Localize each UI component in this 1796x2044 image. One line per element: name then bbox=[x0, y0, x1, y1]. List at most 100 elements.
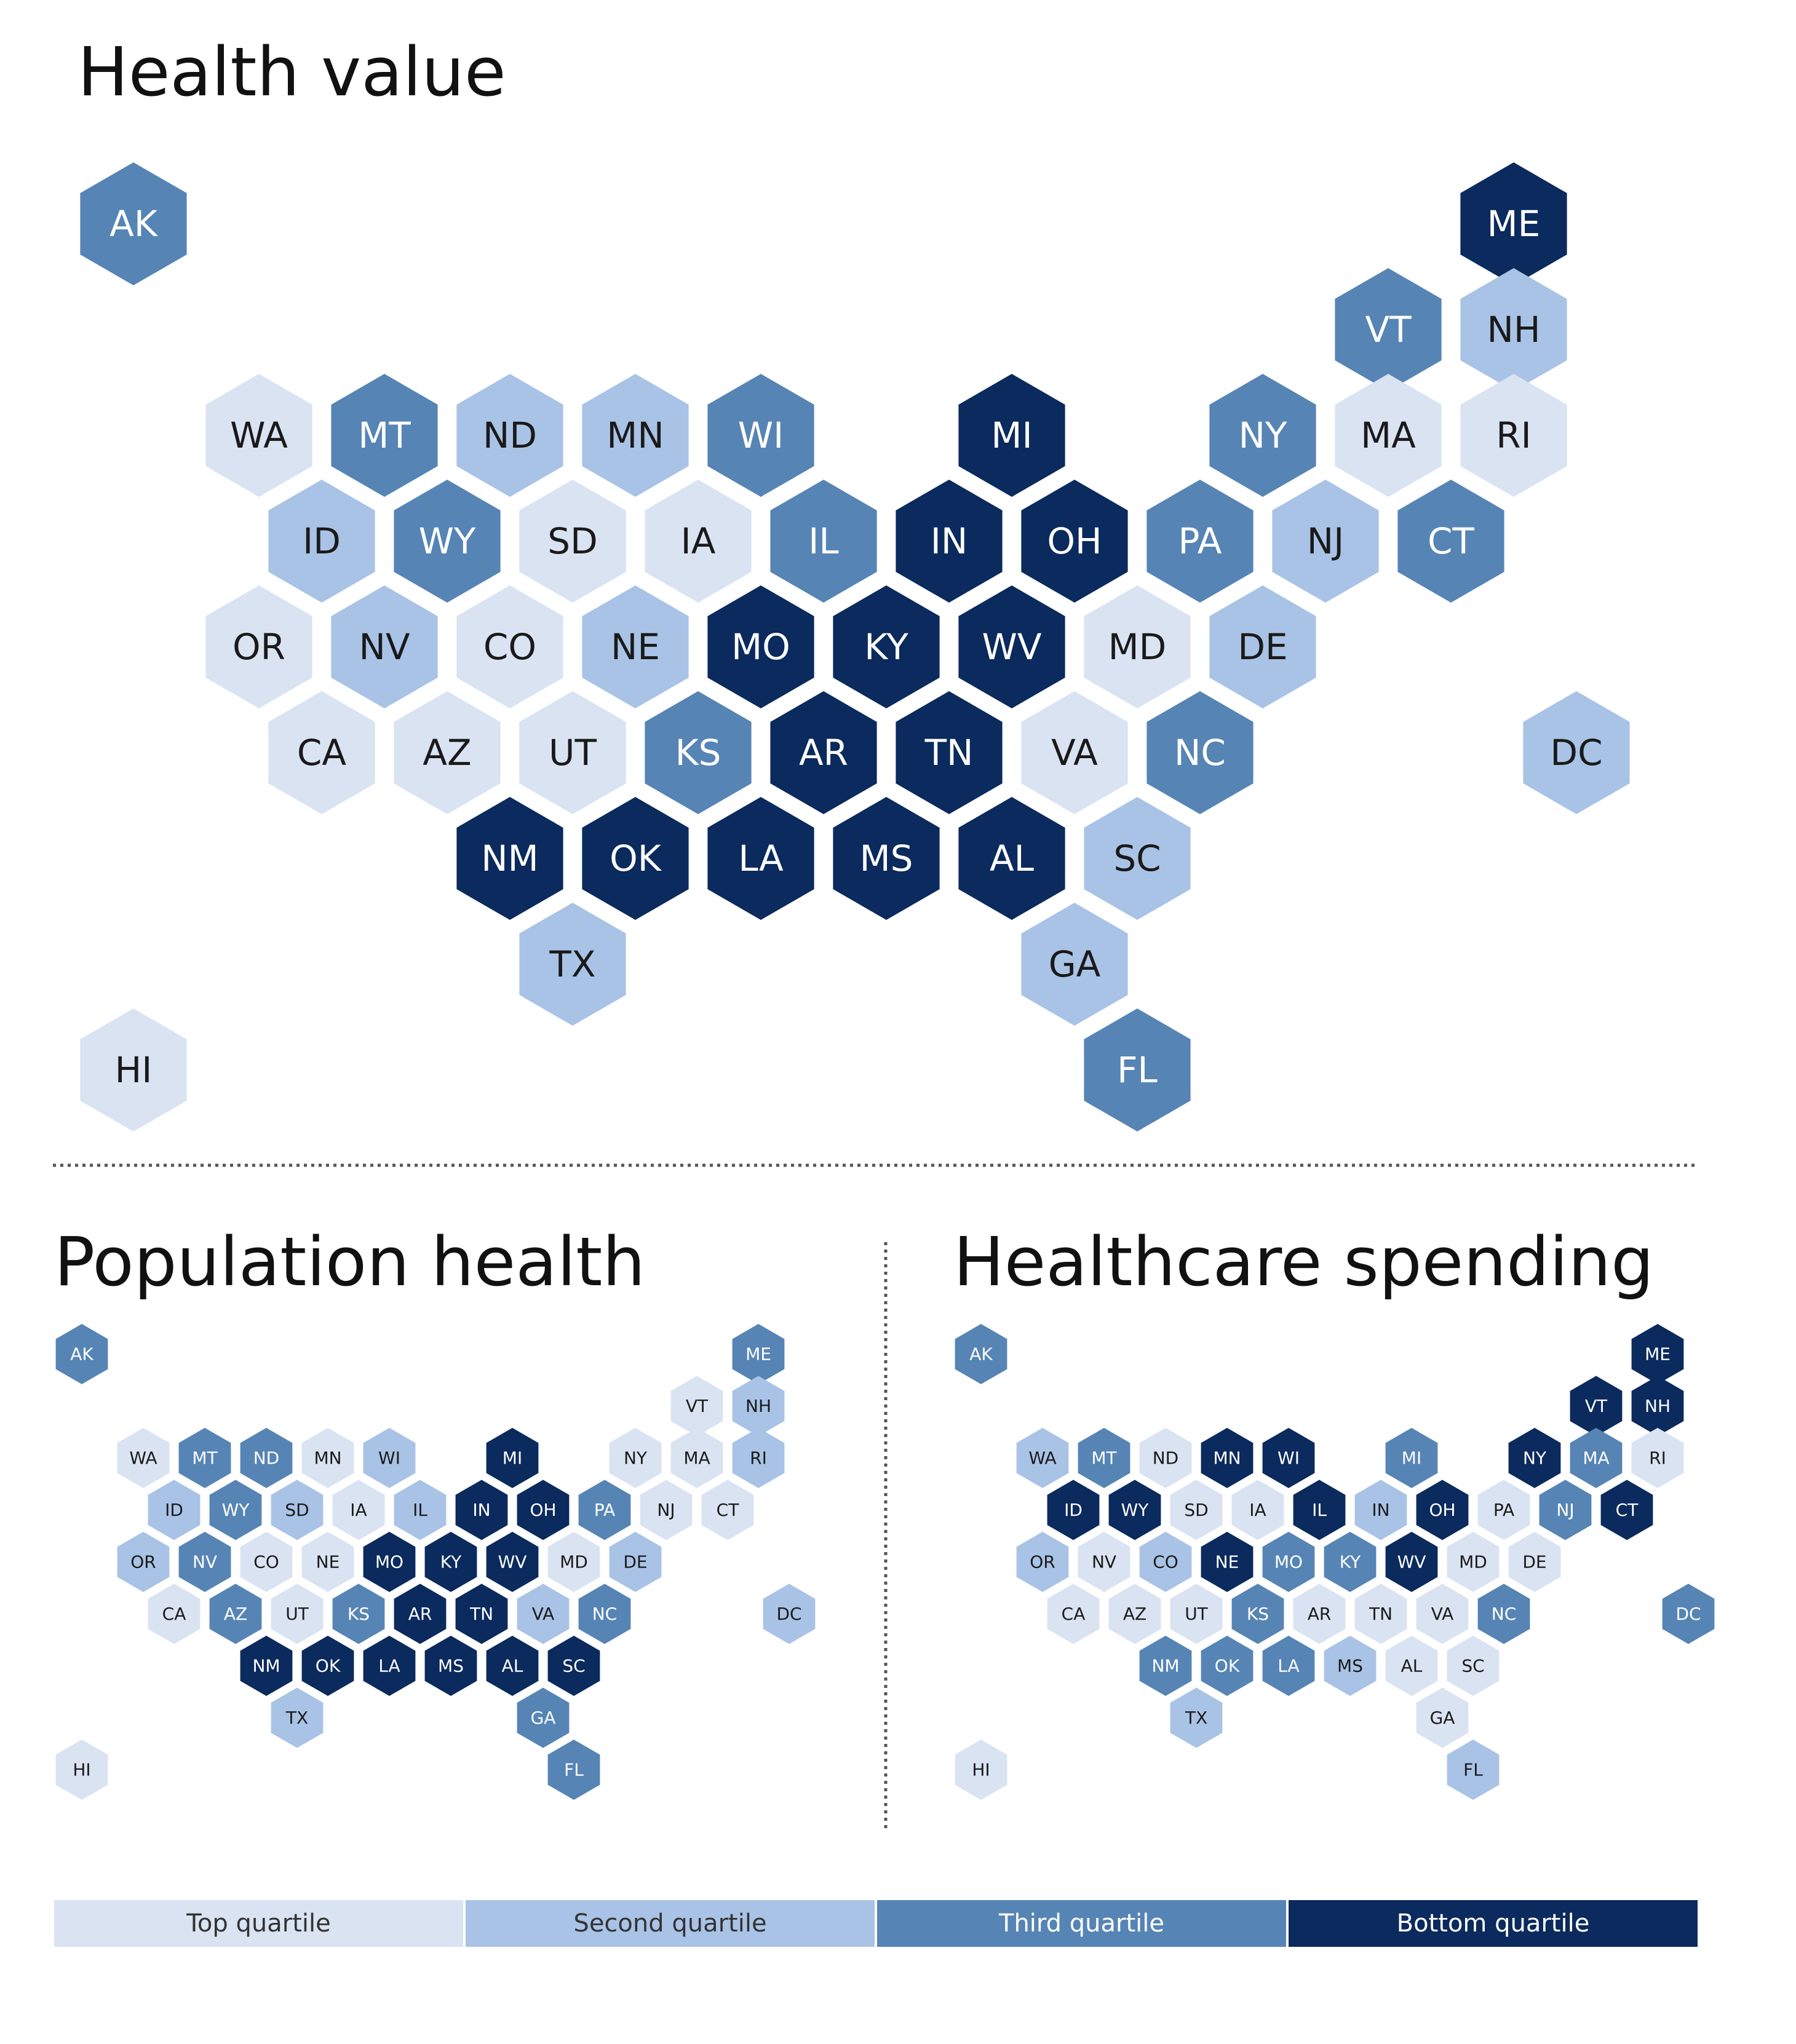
state-hex-shape bbox=[1139, 1636, 1192, 1696]
state-label: FL bbox=[564, 1760, 584, 1780]
state-label: MA bbox=[1361, 414, 1416, 456]
state-label: MS bbox=[438, 1656, 464, 1676]
state-hex-shape bbox=[1293, 1480, 1346, 1540]
state-label: IA bbox=[1249, 1500, 1266, 1520]
state-hex-ma: MA bbox=[670, 1428, 723, 1488]
state-hex-az: AZ bbox=[209, 1583, 262, 1644]
state-label: ND bbox=[483, 414, 537, 456]
state-label: AR bbox=[1308, 1604, 1332, 1624]
state-label: CA bbox=[1062, 1604, 1086, 1624]
state-label: MI bbox=[1402, 1448, 1421, 1468]
state-hex-nh: NH bbox=[732, 1376, 785, 1436]
state-hex-shape bbox=[1262, 1636, 1315, 1696]
state-hex-id: ID bbox=[148, 1480, 201, 1540]
state-hex-shape bbox=[701, 1480, 754, 1540]
state-hex-ok: OK bbox=[582, 797, 689, 920]
state-hex-shape bbox=[582, 585, 689, 708]
state-hex-wy: WY bbox=[1108, 1480, 1161, 1540]
state-label: MS bbox=[1337, 1656, 1363, 1676]
state-hex-sc: SC bbox=[1084, 797, 1191, 920]
state-hex-al: AL bbox=[1385, 1636, 1438, 1696]
state-hex-nc: NC bbox=[1146, 691, 1254, 814]
state-label: LA bbox=[738, 838, 784, 879]
state-hex-shape bbox=[1108, 1583, 1161, 1644]
state-hex-shape bbox=[1416, 1687, 1469, 1748]
state-label: DC bbox=[1675, 1604, 1701, 1624]
state-hex-shape bbox=[1084, 1008, 1191, 1131]
state-hex-shape bbox=[424, 1532, 477, 1592]
state-hex-md: MD bbox=[1084, 585, 1191, 708]
state-hex-nv: NV bbox=[1078, 1532, 1130, 1592]
state-label: WV bbox=[498, 1552, 527, 1572]
state-hex-nd: ND bbox=[1139, 1428, 1192, 1488]
state-hex-hi: HI bbox=[955, 1740, 1007, 1800]
state-hex-ri: RI bbox=[1631, 1428, 1684, 1488]
state-label: LA bbox=[378, 1656, 400, 1676]
state-hex-ks: KS bbox=[645, 691, 752, 814]
state-hex-or: OR bbox=[1016, 1532, 1069, 1592]
state-hex-oh: OH bbox=[1416, 1480, 1469, 1540]
state-hex-shape bbox=[271, 1687, 324, 1748]
state-label: NH bbox=[745, 1396, 771, 1416]
state-hex-pa: PA bbox=[1477, 1480, 1530, 1540]
state-label: ME bbox=[1487, 203, 1541, 245]
state-hex-shape bbox=[456, 374, 563, 497]
state-hex-shape bbox=[1354, 1480, 1407, 1540]
state-hex-nh: NH bbox=[1631, 1376, 1684, 1436]
state-hex-shape bbox=[117, 1428, 170, 1488]
state-hex-tx: TX bbox=[1170, 1687, 1223, 1748]
state-label: TN bbox=[924, 732, 974, 774]
state-label: AZ bbox=[224, 1604, 247, 1624]
state-hex-wa: WA bbox=[1016, 1428, 1069, 1488]
state-hex-sc: SC bbox=[1447, 1636, 1500, 1696]
state-hex-shape bbox=[1146, 480, 1254, 603]
state-label: OK bbox=[316, 1656, 341, 1676]
state-hex-shape bbox=[209, 1583, 262, 1644]
state-hex-in: IN bbox=[455, 1480, 508, 1540]
state-hex-ct: CT bbox=[1397, 480, 1504, 603]
state-hex-shape bbox=[519, 903, 626, 1026]
state-label: MO bbox=[731, 626, 790, 668]
state-hex-de: DE bbox=[1209, 585, 1316, 708]
state-hex-ar: AR bbox=[770, 691, 877, 814]
state-hex-shape bbox=[1201, 1428, 1254, 1488]
state-label: IN bbox=[472, 1500, 490, 1520]
state-label: NM bbox=[481, 838, 538, 879]
state-label: FL bbox=[1463, 1760, 1483, 1780]
state-hex-shape bbox=[394, 1583, 447, 1644]
state-hex-mi: MI bbox=[958, 374, 1065, 497]
state-label: CA bbox=[162, 1604, 186, 1624]
state-hex-shape bbox=[486, 1532, 539, 1592]
state-hex-shape bbox=[455, 1480, 508, 1540]
state-label: RI bbox=[750, 1448, 767, 1468]
state-hex-nd: ND bbox=[456, 374, 563, 497]
state-hex-shape bbox=[301, 1636, 354, 1696]
state-label: NH bbox=[1487, 309, 1541, 351]
state-hex-shape bbox=[1631, 1428, 1684, 1488]
state-hex-shape bbox=[896, 691, 1003, 814]
state-hex-mo: MO bbox=[363, 1532, 416, 1592]
population-health-map: AK ME VT NH WA MT ND MN WI MI NY MA RI ID WY SD IA IL IN OH… bbox=[55, 1324, 816, 1800]
state-label: IL bbox=[808, 520, 838, 562]
state-label: NE bbox=[611, 626, 660, 668]
state-hex-il: IL bbox=[1293, 1480, 1346, 1540]
state-hex-shape bbox=[331, 585, 438, 708]
state-hex-hi: HI bbox=[55, 1740, 108, 1800]
state-hex-shape bbox=[55, 1324, 108, 1384]
state-hex-shape bbox=[582, 374, 689, 497]
state-label: KS bbox=[675, 732, 721, 774]
state-label: RI bbox=[1496, 414, 1531, 456]
state-hex-shape bbox=[1460, 374, 1567, 497]
state-hex-shape bbox=[763, 1583, 816, 1644]
state-hex-ak: AK bbox=[55, 1324, 108, 1384]
state-hex-va: VA bbox=[517, 1583, 570, 1644]
state-label: RI bbox=[1649, 1448, 1666, 1468]
state-hex-al: AL bbox=[958, 797, 1065, 920]
state-hex-la: LA bbox=[363, 1636, 416, 1696]
state-hex-shape bbox=[1600, 1480, 1653, 1540]
state-hex-me: ME bbox=[1460, 162, 1567, 285]
state-label: VA bbox=[532, 1604, 555, 1624]
state-label: NC bbox=[592, 1604, 618, 1624]
state-hex-or: OR bbox=[117, 1532, 170, 1592]
state-label: MI bbox=[991, 414, 1032, 456]
